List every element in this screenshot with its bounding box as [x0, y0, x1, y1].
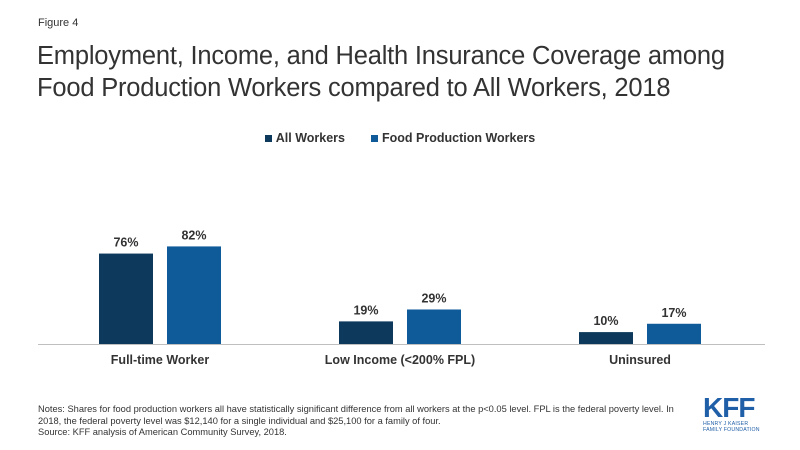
data-label-all-workers-uninsured: 10%: [593, 314, 618, 328]
bar-all-workers-low-income-200-fpl: [339, 321, 393, 344]
data-label-all-workers-full-time-worker: 76%: [113, 236, 138, 250]
x-tick-label-low-income-200-fpl: Low Income (<200% FPL): [325, 353, 475, 367]
chart-notes: Notes: Shares for food production worker…: [38, 404, 698, 439]
kff-logo: KFF HENRY J KAISER FAMILY FOUNDATION: [703, 392, 765, 437]
chart-legend: All Workers Food Production Workers: [0, 131, 800, 145]
legend-swatch-all-workers: [264, 134, 272, 142]
bar-food-production-workers-low-income-200-fpl: [407, 309, 461, 344]
data-label-food-production-workers-uninsured: 17%: [661, 306, 686, 320]
bar-all-workers-full-time-worker: [99, 253, 153, 344]
data-label-all-workers-low-income-200-fpl: 19%: [353, 303, 378, 317]
logo-wordmark: KFF: [703, 392, 755, 423]
logo-subtitle-1: HENRY J KAISER: [703, 421, 749, 427]
logo-subtitle-2: FAMILY FOUNDATION: [703, 427, 760, 433]
legend-item-all-workers: All Workers: [264, 131, 345, 145]
legend-item-food-production-workers: Food Production Workers: [371, 131, 535, 145]
bar-chart: 76% 82% Full-time Worker 19% 29% Low Income (…: [38, 228, 765, 367]
x-tick-label-uninsured: Uninsured: [609, 353, 671, 367]
chart-title: Employment, Income, and Health Insurance…: [37, 42, 725, 102]
bar-food-production-workers-uninsured: [647, 323, 701, 344]
figure-label: Figure 4: [38, 17, 79, 29]
source-text: Source: KFF analysis of American Communi…: [38, 427, 287, 437]
x-tick-label-full-time-worker: Full-time Worker: [111, 353, 210, 367]
data-label-food-production-workers-full-time-worker: 82%: [181, 228, 206, 242]
notes-text: Notes: Shares for food production worker…: [38, 404, 674, 426]
bar-all-workers-uninsured: [579, 332, 633, 344]
bar-food-production-workers-full-time-worker: [167, 246, 221, 344]
legend-label-food-production-workers: Food Production Workers: [382, 131, 536, 145]
legend-label-all-workers: All Workers: [275, 131, 345, 145]
legend-swatch-food-production-workers: [371, 134, 378, 142]
data-label-food-production-workers-low-income-200-fpl: 29%: [421, 291, 446, 305]
